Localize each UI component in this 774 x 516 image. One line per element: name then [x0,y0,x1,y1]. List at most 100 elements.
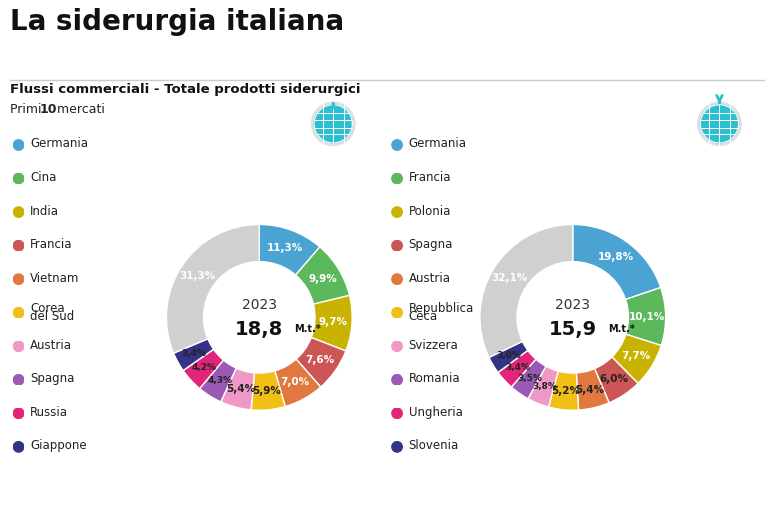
Text: Russia: Russia [30,406,68,419]
Text: India: India [30,204,59,218]
Text: del Sud: del Sud [30,310,74,323]
Wedge shape [296,337,346,387]
Text: Giappone: Giappone [30,439,87,453]
Wedge shape [183,349,224,389]
Text: 5,4%: 5,4% [575,384,604,395]
Text: Austria: Austria [30,338,72,352]
Wedge shape [549,371,579,410]
Text: Romania: Romania [409,372,461,385]
Text: 3,5%: 3,5% [518,374,543,383]
Circle shape [392,308,402,318]
Wedge shape [275,359,320,407]
Text: Repubblica: Repubblica [409,301,474,315]
Circle shape [392,207,402,217]
Text: 5,2%: 5,2% [551,386,580,396]
Text: 31,3%: 31,3% [180,271,216,281]
Text: Cina: Cina [30,171,57,184]
Text: 32,1%: 32,1% [491,273,528,283]
Wedge shape [489,342,528,373]
Circle shape [13,140,24,150]
Text: Svizzera: Svizzera [409,338,458,352]
Text: 15,9: 15,9 [549,320,597,339]
Circle shape [13,442,24,452]
Text: Spagna: Spagna [409,238,453,251]
Circle shape [392,240,402,251]
Circle shape [392,173,402,184]
Circle shape [392,341,402,351]
Text: Polonia: Polonia [409,204,451,218]
Text: 5,9%: 5,9% [252,386,281,396]
Text: Germania: Germania [409,137,467,151]
Text: 9,7%: 9,7% [319,317,348,327]
Wedge shape [498,350,536,387]
Text: Francia: Francia [30,238,73,251]
Text: 2023: 2023 [555,298,591,312]
Wedge shape [480,224,573,358]
Wedge shape [200,360,236,402]
Text: 5,4%: 5,4% [226,384,255,394]
Circle shape [392,442,402,452]
Text: Slovenia: Slovenia [409,439,459,453]
Circle shape [311,102,354,146]
Wedge shape [311,295,352,351]
Text: 7,6%: 7,6% [306,355,335,365]
Text: IMPORTAZIONI: IMPORTAZIONI [19,113,133,127]
Text: Austria: Austria [409,271,450,285]
Text: M.t.*: M.t.* [295,325,321,334]
Text: La siderurgia italiana: La siderurgia italiana [10,8,344,36]
Text: 6,0%: 6,0% [600,374,628,384]
Circle shape [13,408,24,418]
Text: 7,0%: 7,0% [280,377,310,388]
Text: Corea: Corea [30,301,65,315]
Wedge shape [577,368,609,410]
Text: 10,1%: 10,1% [629,312,665,321]
Text: 9,9%: 9,9% [308,273,337,283]
Wedge shape [625,287,666,346]
Text: Ceca: Ceca [409,310,438,323]
Text: Ungheria: Ungheria [409,406,463,419]
Text: Flussi commerciali - Totale prodotti siderurgici: Flussi commerciali - Totale prodotti sid… [10,83,361,95]
Text: Vietnam: Vietnam [30,271,80,285]
Text: 3,4%: 3,4% [182,349,207,358]
Circle shape [13,308,24,318]
Circle shape [392,408,402,418]
Text: 2023: 2023 [241,298,277,312]
Wedge shape [296,247,350,304]
Circle shape [392,274,402,284]
Text: Germania: Germania [30,137,88,151]
Circle shape [13,207,24,217]
Circle shape [13,173,24,184]
Text: ESPORTAZIONI: ESPORTAZIONI [398,113,513,127]
Text: 3,0%: 3,0% [497,351,522,360]
Wedge shape [251,371,285,410]
Text: 4,3%: 4,3% [207,376,232,385]
Circle shape [392,375,402,385]
Text: 3,4%: 3,4% [505,363,530,372]
Text: mercati: mercati [53,103,105,116]
Circle shape [13,341,24,351]
Text: 3,8%: 3,8% [533,382,557,391]
Circle shape [13,274,24,284]
Circle shape [392,140,402,150]
Wedge shape [528,366,558,407]
Text: Primi: Primi [10,103,46,116]
Wedge shape [612,334,661,383]
Wedge shape [259,224,320,275]
Wedge shape [512,359,546,399]
Circle shape [13,375,24,385]
Wedge shape [594,357,638,403]
Text: Francia: Francia [409,171,451,184]
Circle shape [13,240,24,251]
Text: 7,7%: 7,7% [622,351,651,361]
Circle shape [698,102,741,146]
Circle shape [700,105,738,143]
Text: Spagna: Spagna [30,372,74,385]
Text: 10: 10 [39,103,57,116]
Wedge shape [221,368,255,410]
Wedge shape [166,224,259,353]
Text: 11,3%: 11,3% [267,243,303,253]
Text: 18,8: 18,8 [235,320,283,339]
Text: M.t.*: M.t.* [608,325,635,334]
Circle shape [314,105,352,143]
Wedge shape [573,224,661,299]
